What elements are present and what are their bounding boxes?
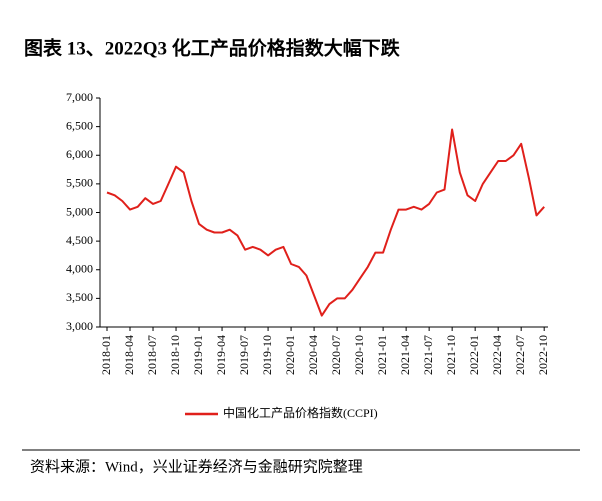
x-tick-label: 2021-07 [421,335,435,375]
x-tick-label: 2018-10 [168,335,182,375]
x-tick-label: 2021-04 [398,335,412,375]
x-tick-label: 2018-04 [122,335,136,375]
x-tick-label: 2022-07 [513,335,527,375]
x-tick-label: 2020-04 [306,335,320,375]
y-tick-label: 3,000 [66,319,93,333]
x-tick-label: 2018-01 [99,335,113,375]
x-tick-label: 2021-10 [444,335,458,375]
y-tick-label: 4,500 [66,233,93,247]
series-line [106,128,545,317]
x-tick-label: 2019-10 [260,335,274,375]
y-tick-label: 3,500 [66,290,93,304]
x-tick-label: 2020-07 [329,335,343,375]
x-tick-label: 2019-07 [237,335,251,375]
x-tick-label: 2020-10 [352,335,366,375]
source: 资料来源：Wind，兴业证券经济与金融研究院整理 [30,457,363,475]
x-tick-label: 2019-04 [214,335,228,375]
x-tick-label: 2020-01 [283,335,297,375]
y-tick-label: 6,500 [66,118,93,132]
x-tick-label: 2019-01 [191,335,205,375]
y-tick-label: 7,000 [66,90,93,104]
x-tick-label: 2022-01 [467,335,481,375]
y-tick-label: 6,000 [66,147,93,161]
x-tick-label: 2021-01 [375,335,389,375]
x-tick-label: 2018-07 [145,335,159,375]
legend-label: 中国化工产品价格指数(CCPI) [223,405,378,420]
y-tick-label: 5,500 [66,176,93,190]
x-tick-label: 2022-04 [490,335,504,375]
y-tick-label: 4,000 [66,262,93,276]
chart-title: 图表 13、2022Q3 化工产品价格指数大幅下跌 [24,36,401,59]
x-tick-label: 2022-10 [536,335,550,375]
y-tick-label: 5,000 [66,204,93,218]
